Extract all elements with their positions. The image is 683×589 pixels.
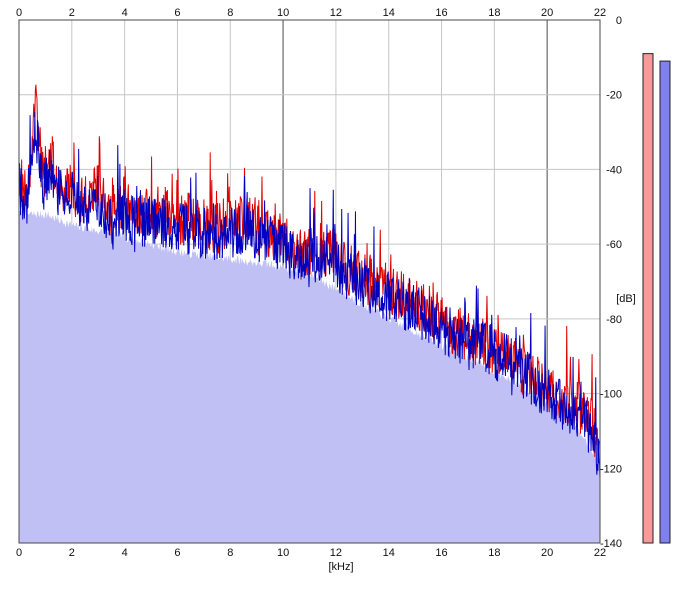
x-tick-label: 16: [435, 547, 447, 559]
x-tick-label: 0: [16, 547, 22, 559]
x-tick-label: 6: [174, 547, 180, 559]
x-tick-top-label: 22: [594, 7, 606, 19]
x-tick-top-label: 20: [541, 7, 553, 19]
y-tick-label: -40: [606, 164, 622, 176]
x-tick-top-label: 12: [330, 7, 342, 19]
y-tick-label: -80: [606, 314, 622, 326]
x-tick-label: 12: [330, 547, 342, 559]
spectrum-fill-area: [19, 209, 600, 544]
x-tick-label: 22: [594, 547, 606, 559]
x-tick-label: 14: [383, 547, 395, 559]
y-tick-label: -140: [600, 538, 622, 550]
x-tick-top-label: 18: [488, 7, 500, 19]
x-tick-label: 2: [69, 547, 75, 559]
x-tick-top-label: 14: [383, 7, 395, 19]
y-tick-label: -120: [600, 463, 622, 475]
x-tick-top-label: 16: [435, 7, 447, 19]
x-tick-label: 10: [277, 547, 289, 559]
y-tick-label: -20: [606, 90, 622, 102]
series-line-right: [18, 111, 601, 479]
x-tick-label: 4: [122, 547, 128, 559]
level-meter-left: [642, 53, 654, 544]
x-tick-label: 18: [488, 547, 500, 559]
y-tick-label: -100: [600, 389, 622, 401]
x-tick-top-label: 0: [16, 7, 22, 19]
meter-layer: [642, 53, 671, 544]
series-layer: [18, 84, 601, 479]
x-axis-label: [kHz]: [328, 561, 353, 573]
x-tick-top-label: 10: [277, 7, 289, 19]
x-tick-top-label: 4: [122, 7, 128, 19]
x-tick-label: 20: [541, 547, 553, 559]
axis-layer: 002244668810101212141416161818202022220-…: [16, 7, 636, 573]
x-tick-top-label: 6: [174, 7, 180, 19]
plot-border: [18, 19, 601, 544]
y-axis-label: [dB]: [616, 293, 636, 305]
level-meter-right: [659, 60, 671, 544]
x-tick-top-label: 8: [227, 7, 233, 19]
y-tick-label: 0: [616, 15, 622, 27]
x-tick-top-label: 2: [69, 7, 75, 19]
y-tick-label: -60: [606, 239, 622, 251]
x-tick-label: 8: [227, 547, 233, 559]
area-layer: [19, 209, 600, 544]
